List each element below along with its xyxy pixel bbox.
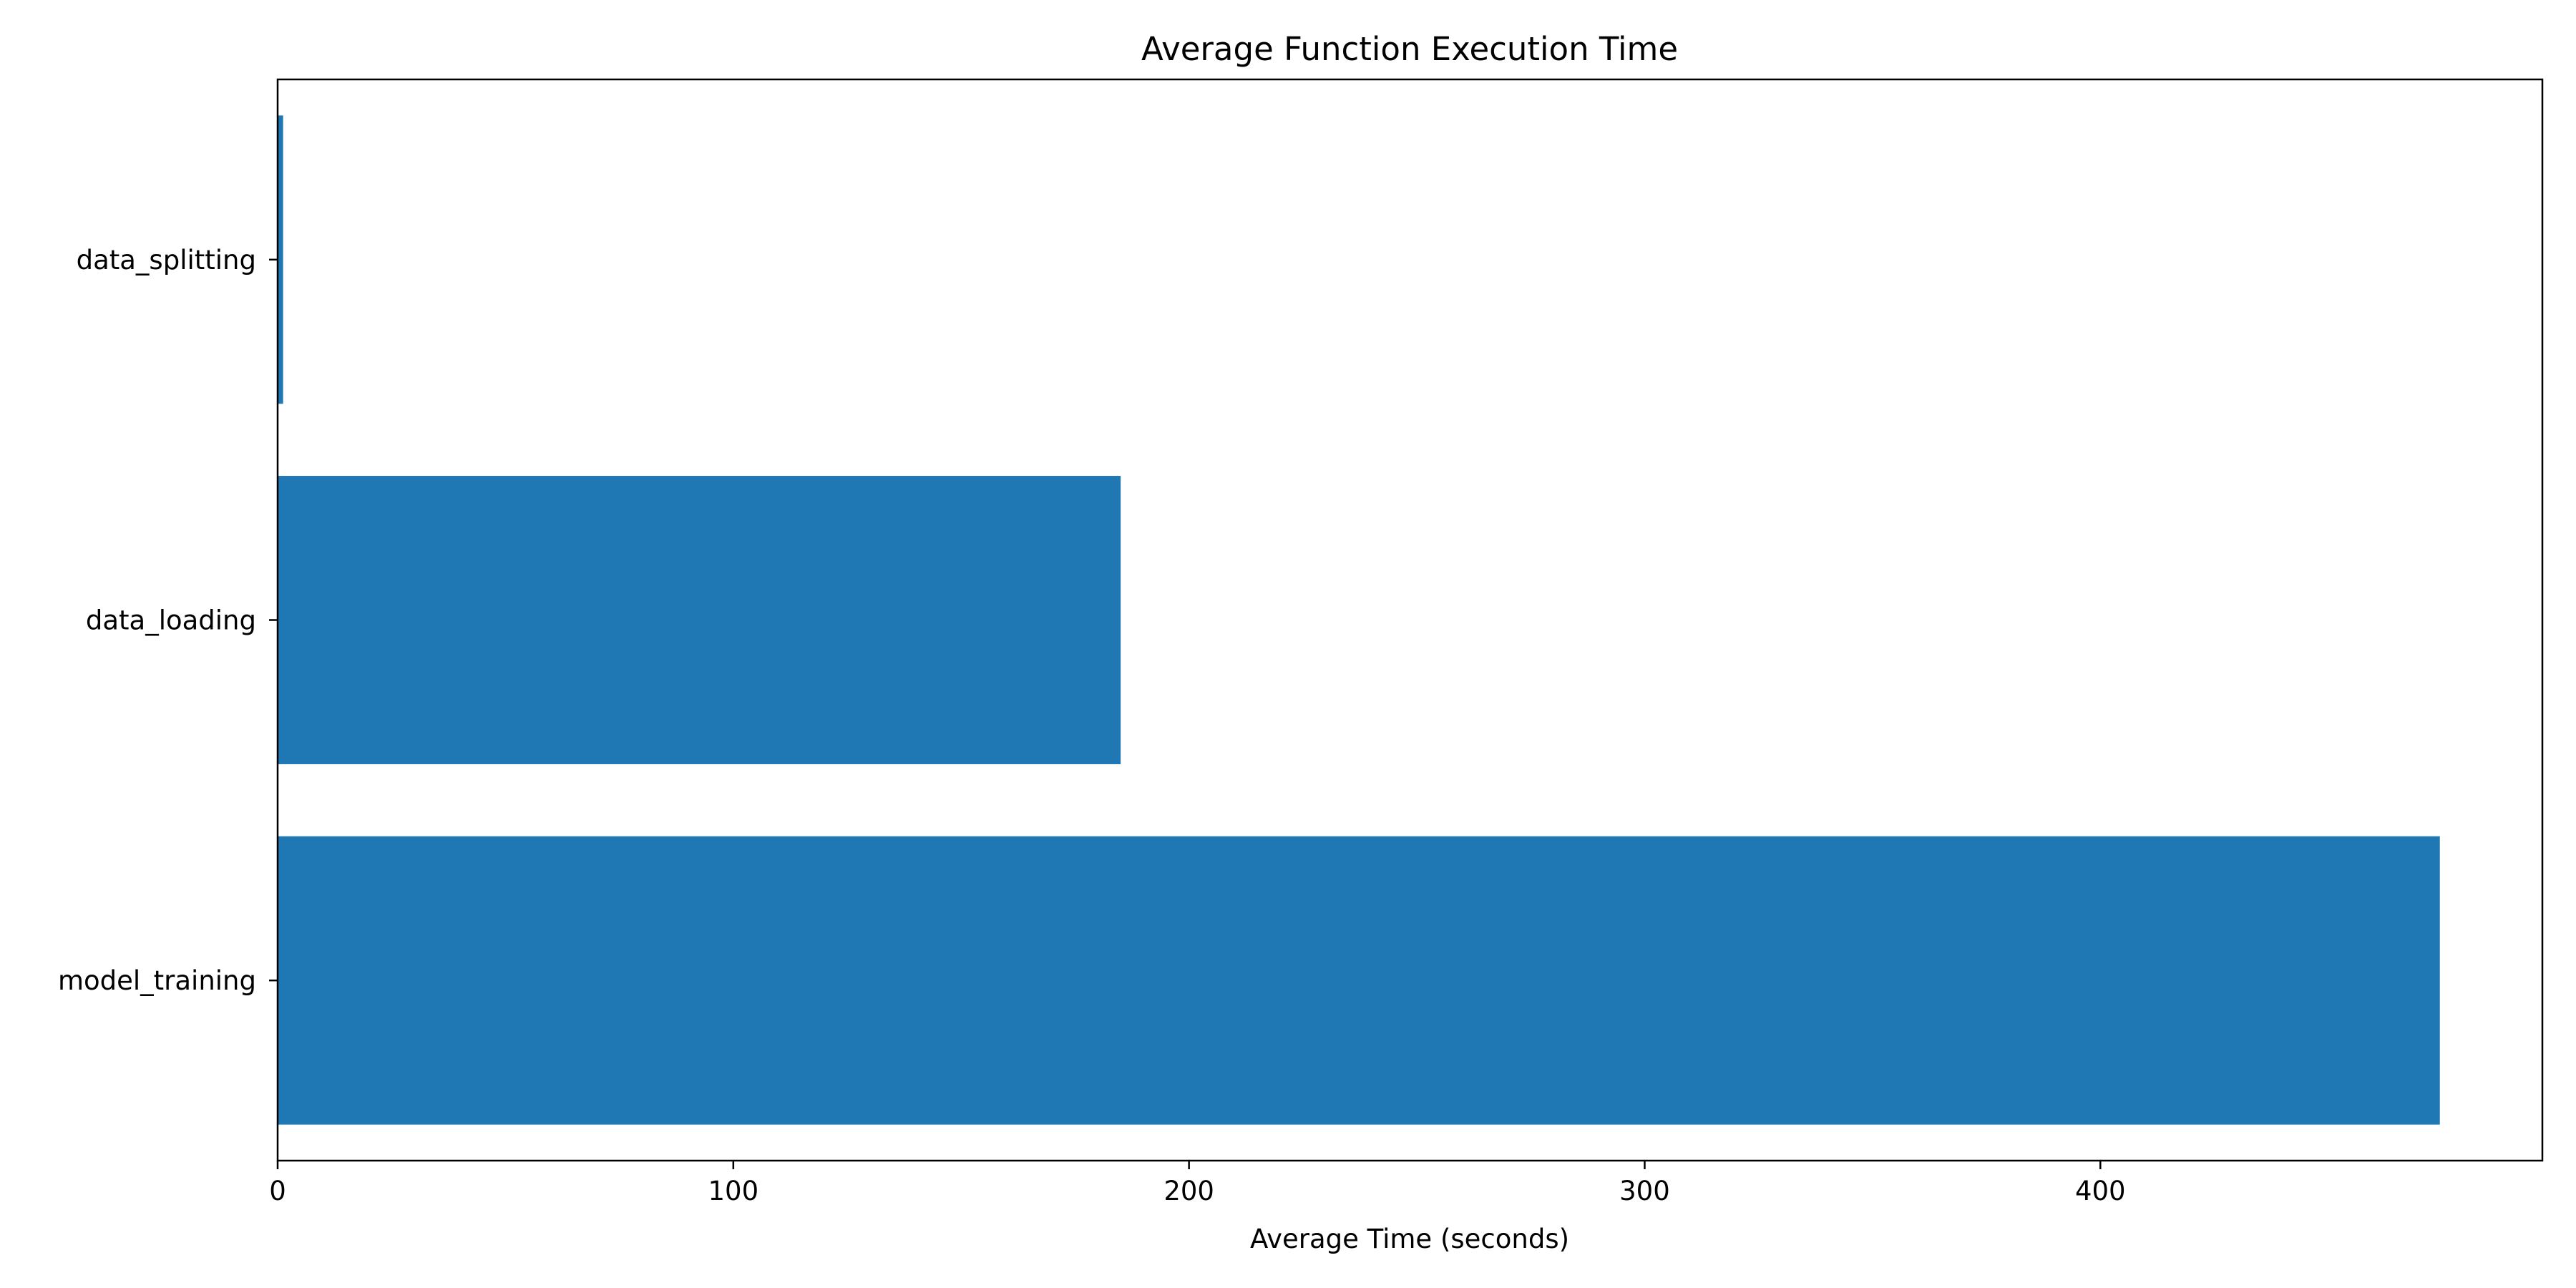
chart-title: Average Function Execution Time [1141, 30, 1678, 68]
y-axis: model_training data_loading data_splitting [58, 245, 278, 996]
y-tick-label: model_training [58, 965, 256, 996]
x-tick-label: 0 [269, 1176, 286, 1206]
x-tick-label: 200 [1163, 1176, 1214, 1206]
y-tick-label: data_splitting [77, 245, 256, 275]
x-tick-label: 100 [708, 1176, 759, 1206]
x-tick-label: 400 [2075, 1176, 2126, 1206]
x-tick-label: 300 [1619, 1176, 1670, 1206]
y-tick-label: data_loading [86, 605, 256, 636]
bar-data-loading [278, 476, 1121, 764]
x-axis: 0 100 200 300 400 [269, 1161, 2126, 1206]
x-axis-label: Average Time (seconds) [1250, 1224, 1569, 1254]
bars-group [278, 115, 2440, 1125]
bar-data-splitting [278, 115, 283, 404]
bar-model-training [278, 836, 2440, 1125]
